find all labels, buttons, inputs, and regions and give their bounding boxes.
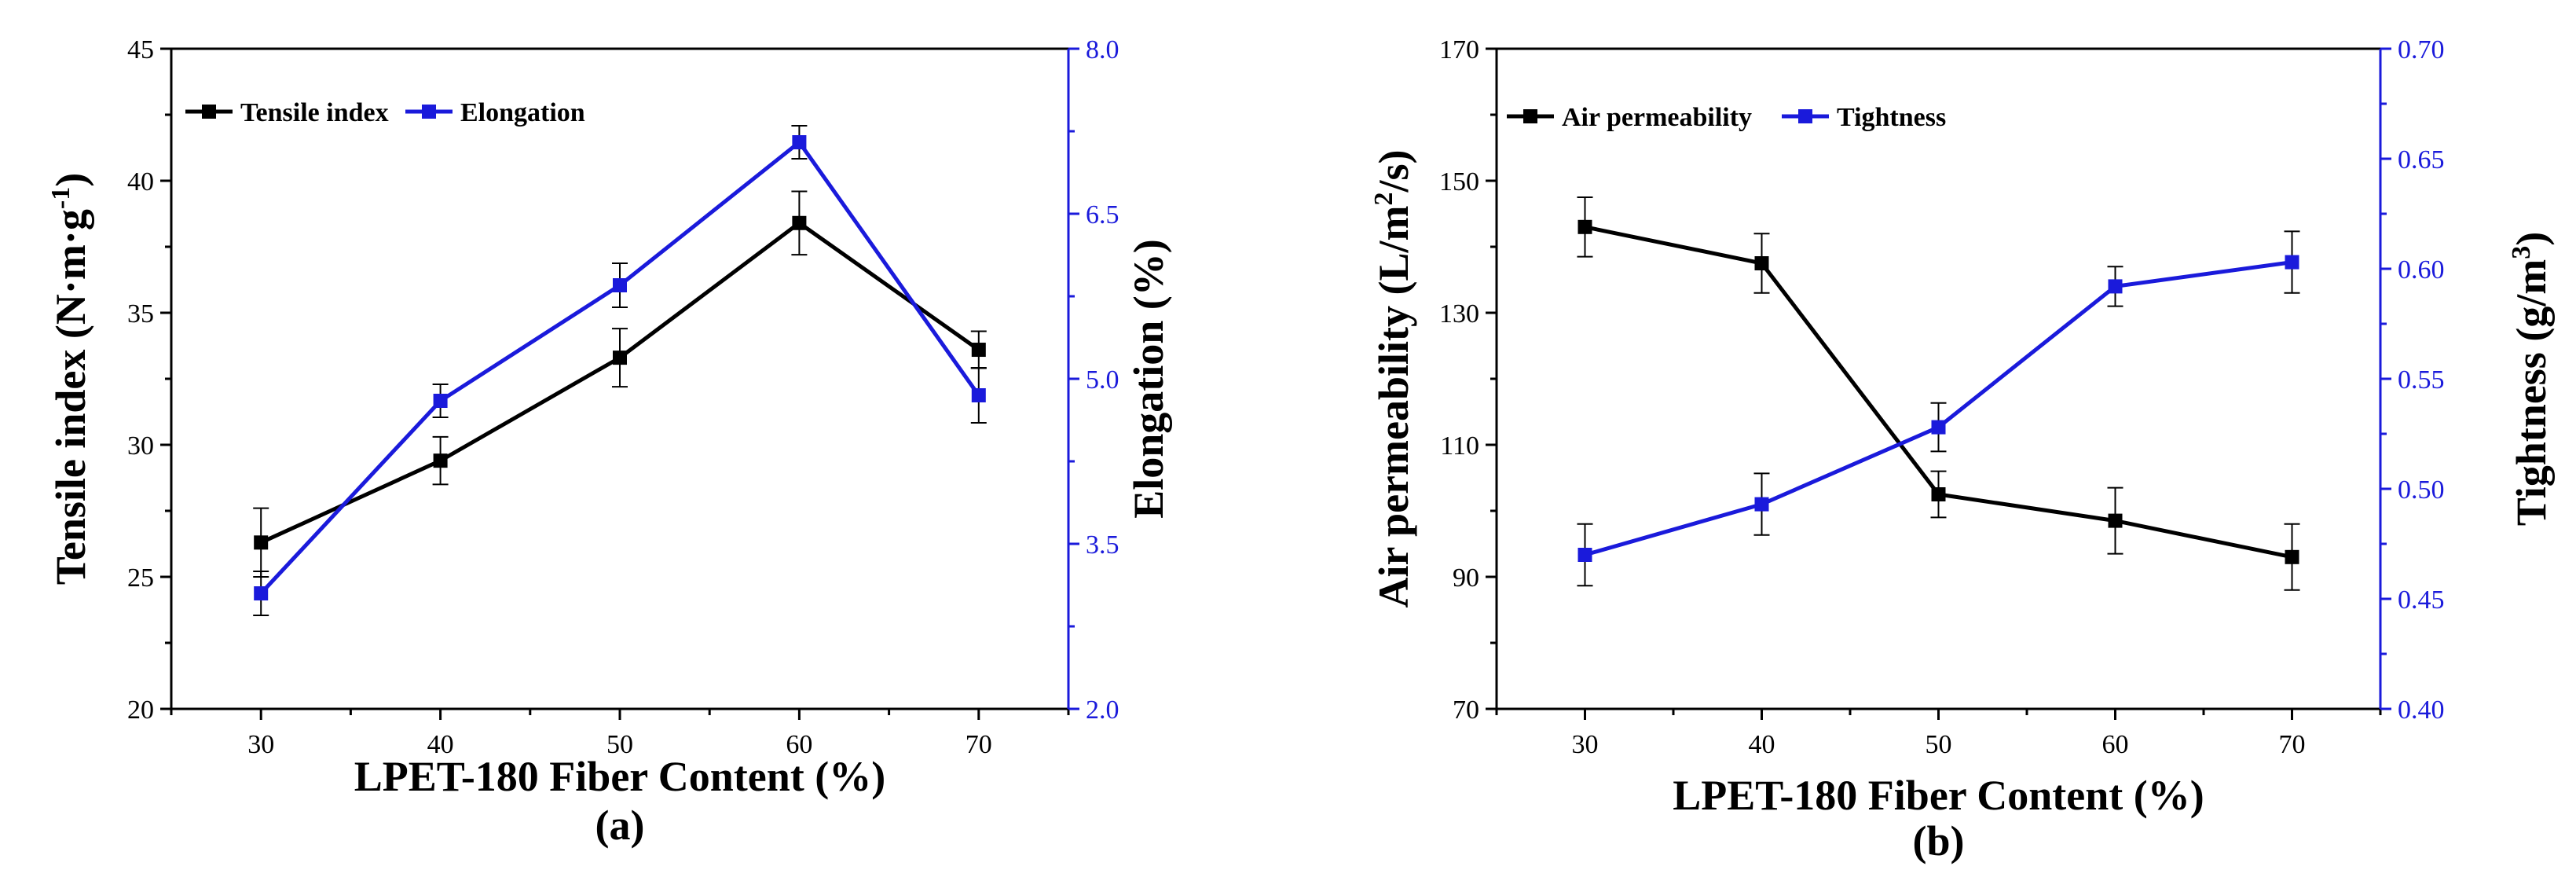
panel-b-series-air-permeability-point [2285, 549, 2299, 564]
panel-b-left-y-axis-title-end: /s) [1370, 150, 1417, 193]
panel-a-right-y-tick-label: 2.0 [1086, 696, 1119, 725]
panel-b-series-air-permeability-point [1754, 256, 1769, 270]
panel-b-right-y-tick-label: 0.65 [2398, 145, 2445, 174]
panel-a-right-y-axis-title: Elongation (%) [1125, 239, 1172, 519]
panel-b-left-y-tick-label: 90 [1453, 563, 1479, 593]
panel-b-right-y-axis-title: Tightness (g/m3) [2507, 232, 2555, 527]
panel-a-left-y-tick-label: 35 [127, 299, 154, 329]
panel-a-series-elongation-legend-label: Elongation [460, 98, 585, 127]
panel-a-left-y-tick-label: 25 [127, 563, 154, 593]
panel-a-panel-label: (a) [595, 802, 645, 849]
panel-b-series-air-permeability-point [1931, 487, 1946, 501]
panel-a-series-elongation-point [971, 388, 986, 402]
panel-a-x-tick-label: 40 [427, 730, 454, 759]
panel-a-left-y-axis-title-end: ) [47, 173, 94, 187]
panel-b-right-y-tick-label: 0.50 [2398, 475, 2445, 505]
panel-b-x-tick-label: 40 [1749, 730, 1775, 759]
panel-b-left-y-tick-label: 170 [1439, 35, 1479, 64]
panel-b-right-y-axis-title-main: Tightness (g/m [2508, 259, 2555, 527]
panel-a-right-y-axis-title-main: Elongation (%) [1125, 239, 1172, 519]
panel-b-right-y-tick-label: 0.60 [2398, 255, 2445, 284]
panel-b-right-y-axis-title-end: ) [2508, 232, 2555, 246]
panel-b-left-y-tick-label: 150 [1439, 167, 1479, 196]
panel-a-series-tensile-index-legend-label: Tensile index [240, 98, 389, 127]
panel-a-series-tensile-index-point [613, 351, 627, 365]
panel-b-series-air-permeability-legend-marker [1523, 109, 1537, 123]
panel-a-left-y-tick-label: 30 [127, 431, 154, 461]
panel-b-left-y-axis-title: Air permeability (L/m2/s) [1369, 150, 1417, 608]
panel-b-series-tightness-legend-marker [1798, 109, 1812, 123]
panel-b-x-tick-label: 50 [1926, 730, 1952, 759]
panel-a-left-y-axis-title-main: Tensile index (N·m·g [47, 209, 94, 585]
panel-b-series-tightness-point [2108, 279, 2123, 294]
panel-a-series-tensile-index-point [971, 343, 986, 358]
panel-b-left-y-tick-label: 130 [1439, 299, 1479, 329]
panel-b-panel-label: (b) [1913, 817, 1965, 864]
panel-a-series-tensile-index-point [254, 535, 269, 550]
panel-b-x-tick-label: 30 [1572, 730, 1599, 759]
panel-a-left-y-axis-title-sup: -1 [46, 187, 75, 209]
panel-b-left-y-axis-title-main: Air permeability (L/m [1370, 206, 1417, 608]
panel-b-series-tightness-point [1754, 497, 1769, 512]
panel-b-left-y-axis-title-sup: 2 [1369, 193, 1398, 206]
panel-b-right-y-tick-label: 0.45 [2398, 585, 2445, 615]
panel-a-right-y-tick-label: 3.5 [1086, 530, 1119, 560]
panel-a-right-y-tick-label: 6.5 [1086, 200, 1119, 229]
panel-b-series-tightness-point [2285, 255, 2299, 270]
panel-a-right-y-tick-label: 5.0 [1086, 365, 1119, 395]
panel-a-series-elongation-point [254, 586, 269, 600]
panel-b-series-air-permeability-point [2108, 513, 2123, 528]
panel-b-right-y-axis-title-sup: 3 [2507, 246, 2536, 259]
panel-a-series-tensile-index-legend-marker [202, 105, 216, 119]
panel-a-series-tensile-index-point [792, 215, 807, 230]
panel-b-series-tightness-point [1577, 548, 1592, 562]
panel-b-x-tick-label: 70 [2279, 730, 2306, 759]
panel-a-right-y-tick-label: 8.0 [1086, 35, 1119, 64]
panel-a-left-y-axis-title: Tensile index (N·m·g-1) [46, 173, 94, 585]
panel-b-series-tightness-point [1931, 420, 1946, 435]
panel-b-right-y-tick-label: 0.70 [2398, 35, 2445, 64]
panel-b-x-axis-title: LPET-180 Fiber Content (%) [1673, 772, 2204, 819]
panel-a-x-tick-label: 60 [786, 730, 812, 759]
panel-b-right-y-tick-label: 0.55 [2398, 365, 2445, 395]
panel-b-series-air-permeability-point [1577, 219, 1592, 234]
panel-a-left-y-tick-label: 20 [127, 696, 154, 725]
panel-a-x-tick-label: 50 [606, 730, 633, 759]
panel-a-left-y-tick-label: 45 [127, 35, 154, 64]
panel-a-series-elongation-point [613, 278, 627, 292]
panel-b-x-tick-label: 60 [2102, 730, 2129, 759]
panel-a-x-tick-label: 30 [247, 730, 274, 759]
panel-a-x-tick-label: 70 [966, 730, 992, 759]
panel-a-left-y-tick-label: 40 [127, 167, 154, 196]
panel-a-series-elongation-point [433, 394, 448, 408]
panel-b-left-y-tick-label: 110 [1440, 431, 1479, 461]
panel-b-series-tightness-legend-label: Tightness [1837, 103, 1946, 132]
panel-b-left-y-tick-label: 70 [1453, 696, 1479, 725]
panel-a-series-elongation-point [792, 135, 807, 149]
panel-a-series-elongation-legend-marker [422, 105, 436, 119]
panel-b-right-y-tick-label: 0.40 [2398, 696, 2445, 725]
panel-b-series-air-permeability-legend-label: Air permeability [1562, 103, 1752, 132]
panel-a-x-axis-title: LPET-180 Fiber Content (%) [354, 753, 886, 800]
panel-a-series-tensile-index-point [433, 453, 448, 468]
